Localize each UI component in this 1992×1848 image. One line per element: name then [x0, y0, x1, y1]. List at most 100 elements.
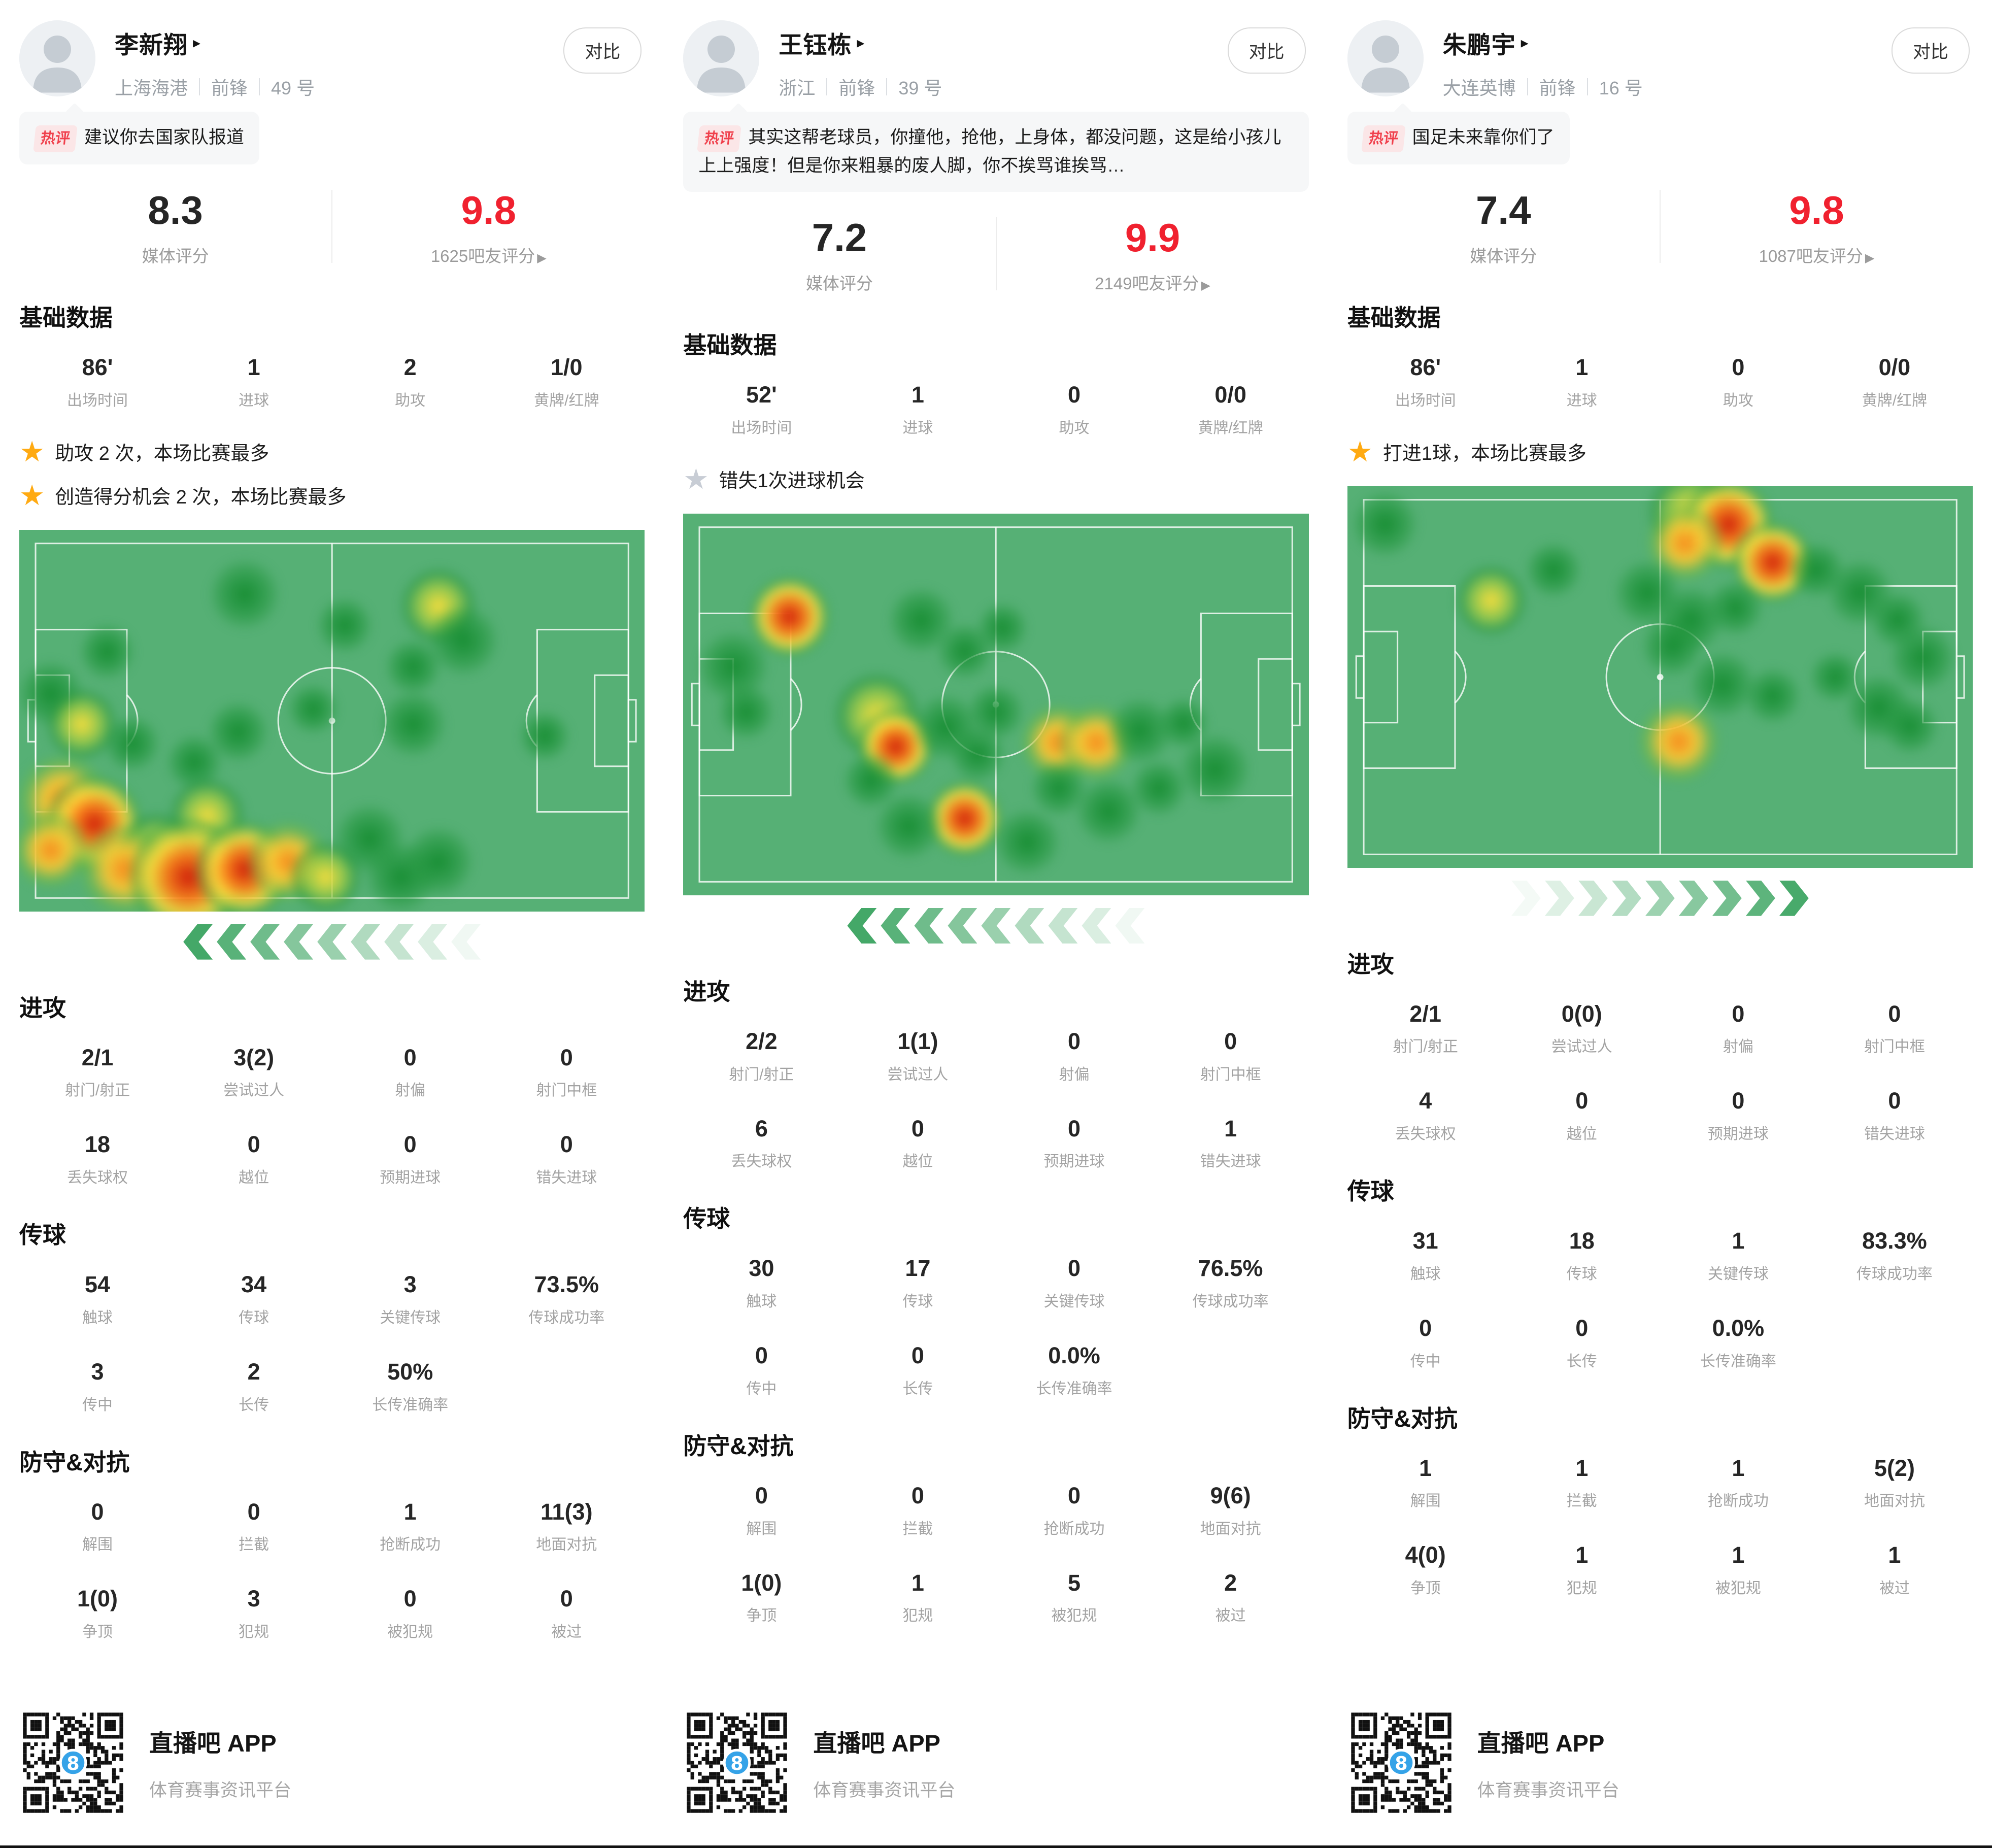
stat-cell: 0 被犯规: [332, 1586, 488, 1641]
fan-score-block[interactable]: 9.9 2149吧友评分 ▶: [997, 210, 1309, 297]
heat-blob: [402, 826, 474, 897]
stat-cell: 0 越位: [839, 1116, 996, 1171]
compare-button[interactable]: 对比: [1227, 27, 1306, 74]
stat-label: 传球成功率: [1856, 1265, 1933, 1283]
heat-blob: [1075, 778, 1142, 845]
stat-value: 1(0): [77, 1586, 118, 1612]
heat-blob: [1882, 698, 1938, 755]
stat-cell: 3 犯规: [176, 1586, 332, 1641]
stat-cell: 1(0) 争顶: [683, 1570, 839, 1626]
svg-text:8: 8: [1395, 1753, 1407, 1774]
stat-label: 黄牌/红牌: [1862, 392, 1928, 409]
stat-label: 抢断成功: [1707, 1493, 1769, 1510]
stat-cell: 54 触球: [19, 1271, 176, 1327]
stat-cell: 0 越位: [176, 1131, 332, 1187]
heat-blob: [1707, 580, 1763, 636]
stat-value: 0: [1068, 1028, 1081, 1054]
highlight-item: ★ 助攻 2 次，本场比赛最多: [19, 437, 645, 466]
avatar: [683, 20, 760, 96]
stat-label: 丢失球权: [731, 1153, 792, 1170]
stat-label: 射偏: [395, 1082, 426, 1099]
stat-value: 0.0%: [1048, 1342, 1100, 1369]
stat-label: 被过: [1879, 1580, 1910, 1597]
stat-label: 进球: [239, 392, 269, 409]
stat-label: 抢断成功: [380, 1536, 441, 1554]
stat-value: 0: [1888, 1088, 1901, 1114]
app-tagline: 体育赛事资讯平台: [1477, 1780, 1619, 1800]
highlight-text: 创造得分机会 2 次，本场比赛最多: [55, 487, 347, 509]
stat-value: 1: [1732, 1228, 1745, 1254]
stat-cell: 0 拦截: [176, 1499, 332, 1555]
stat-value: 1: [1888, 1542, 1901, 1568]
stat-value: 0/0: [1878, 354, 1911, 380]
player-name-row[interactable]: 王钰栋 ▸: [779, 25, 942, 60]
stat-cell: 0 传中: [683, 1342, 839, 1398]
player-number: 49 号: [271, 78, 315, 98]
hot-comment-bubble[interactable]: 热评 建议你去国家队报道: [19, 112, 260, 164]
stat-label: 进球: [902, 419, 933, 436]
passing-stats-grid: 30 触球 17 传球 0 关键传球 76.5% 传球成功率 0 传中 0 长传 0.0% 长传准确率: [683, 1255, 1308, 1398]
hot-comment-bubble[interactable]: 热评 其实这帮老球员，你撞他，抢他，上身体，都没问题，这是给小孩儿上上强度！但是你…: [683, 112, 1309, 192]
stat-label: 被犯规: [1715, 1580, 1761, 1597]
stat-value: 2/2: [746, 1028, 778, 1054]
player-name-row[interactable]: 朱鹏宇 ▸: [1443, 25, 1643, 60]
player-name: 李新翔: [115, 31, 188, 58]
heat-blob: [1690, 651, 1756, 718]
hot-comment-text: 建议你去国家队报道: [84, 127, 245, 147]
heat-blob: [1744, 668, 1801, 724]
stat-value: 0: [1732, 354, 1745, 380]
stat-label: 争顶: [82, 1624, 113, 1641]
heatmap-pitch: [1347, 486, 1973, 868]
heat-blob: [209, 559, 280, 630]
heat-blob: [385, 639, 442, 695]
fan-score-block[interactable]: 9.8 1625吧友评分 ▶: [332, 183, 645, 270]
heatmap-blobs: [1347, 486, 1973, 868]
stat-value: 1(0): [741, 1569, 782, 1596]
stat-label: 助攻: [1059, 419, 1090, 436]
stat-label: 射偏: [1059, 1066, 1090, 1083]
app-name: 直播吧 APP: [149, 1730, 277, 1757]
stat-cell: 6 丢失球权: [683, 1116, 839, 1171]
defense-section-title: 防守&对抗: [1347, 1405, 1458, 1432]
compare-button[interactable]: 对比: [563, 27, 642, 74]
stat-label: 解围: [1410, 1493, 1441, 1510]
player-detail-arrow-icon: ▸: [857, 35, 865, 51]
player-name-row[interactable]: 李新翔 ▸: [115, 25, 315, 60]
stat-cell: 1 抢断成功: [1660, 1455, 1816, 1511]
direction-chevron-icon: [183, 924, 213, 960]
heat-blob: [843, 753, 899, 809]
stat-label: 触球: [82, 1309, 113, 1326]
media-score-block: 7.4 媒体评分: [1347, 183, 1660, 270]
compare-button[interactable]: 对比: [1891, 27, 1970, 74]
direction-chevron-icon: [1678, 880, 1708, 916]
stat-cell: 18 丢失球权: [19, 1131, 176, 1187]
fan-score-block[interactable]: 9.8 1087吧友评分 ▶: [1661, 183, 1973, 270]
stat-cell: 1 犯规: [1504, 1542, 1660, 1598]
fan-score-value: 9.9: [1125, 215, 1180, 260]
stat-value: 0: [1575, 1088, 1589, 1114]
direction-chevron-icon: [284, 924, 314, 960]
stat-label: 关键传球: [1707, 1265, 1769, 1283]
stat-cell: 17 传球: [839, 1255, 996, 1311]
stat-label: 射偏: [1723, 1038, 1753, 1056]
stat-value: 0: [1068, 1255, 1081, 1282]
stat-value: 1: [1575, 1542, 1589, 1568]
player-position: 前锋: [838, 78, 875, 98]
meta-divider: [826, 78, 828, 95]
stat-cell: 2 长传: [176, 1359, 332, 1415]
fan-score-arrow-icon: ▶: [1201, 279, 1211, 293]
stat-label: 犯规: [239, 1624, 269, 1641]
direction-chevron-icon: [418, 924, 448, 960]
passing-section-title: 传球: [1347, 1178, 1394, 1205]
stat-value: 0: [911, 1115, 924, 1141]
hot-comment-bubble[interactable]: 热评 国足未来靠你们了: [1347, 112, 1570, 164]
stat-label: 争顶: [1410, 1580, 1441, 1597]
score-divider: [331, 189, 333, 263]
stat-cell: 0(0) 尝试过人: [1504, 1001, 1660, 1057]
stat-label: 传球: [1566, 1265, 1597, 1283]
stat-cell: 5 被犯规: [996, 1570, 1152, 1626]
stat-value: 2: [247, 1358, 260, 1385]
meta-divider: [259, 78, 260, 95]
stat-label: 传中: [82, 1396, 113, 1414]
stat-label: 被过: [1215, 1607, 1246, 1625]
